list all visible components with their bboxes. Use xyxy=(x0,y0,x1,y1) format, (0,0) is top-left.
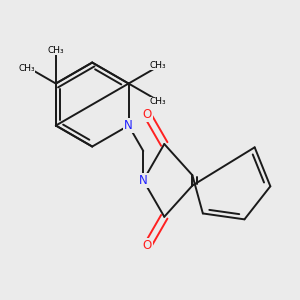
Text: N: N xyxy=(139,174,148,187)
Text: O: O xyxy=(143,108,152,122)
Text: CH₃: CH₃ xyxy=(47,46,64,55)
Text: CH₃: CH₃ xyxy=(150,61,166,70)
Text: CH₃: CH₃ xyxy=(150,98,166,106)
Text: CH₃: CH₃ xyxy=(18,64,35,73)
Text: O: O xyxy=(143,239,152,252)
Text: N: N xyxy=(124,119,133,132)
